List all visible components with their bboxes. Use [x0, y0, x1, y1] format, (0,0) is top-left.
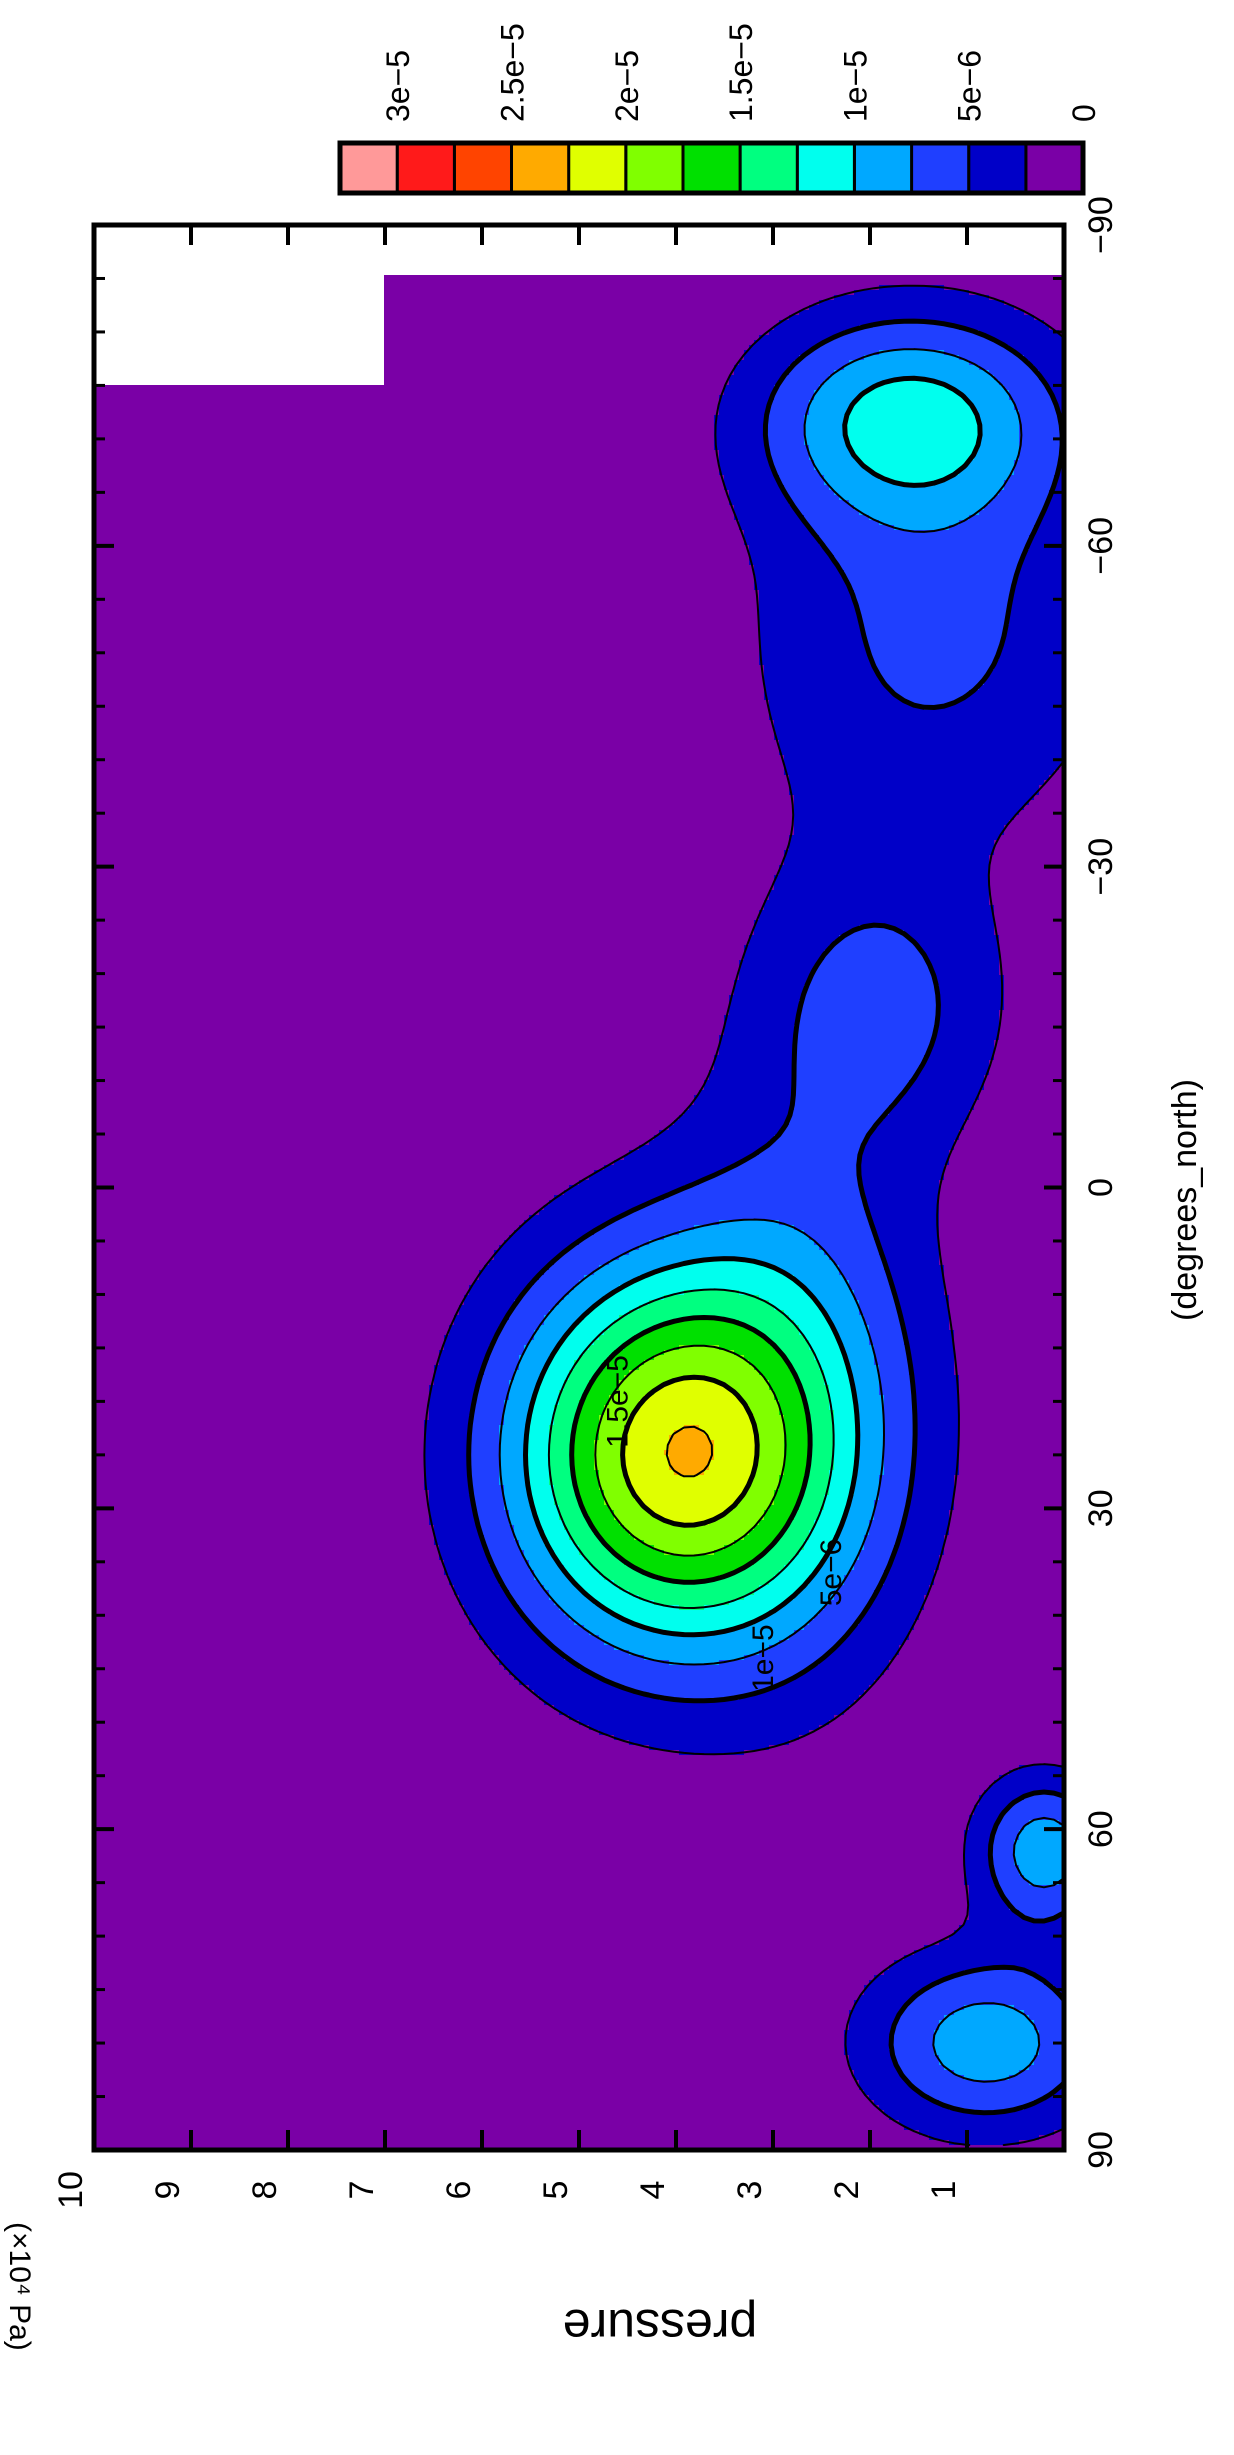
colorbar-tick-label: 0 — [1066, 104, 1102, 122]
y-tick-label: 10 — [52, 2171, 90, 2209]
colorbar: 0 5e−6 1e−5 1.5e−5 2e−5 2.5e−5 3e−5 — [340, 23, 1102, 193]
colorbar-swatch — [1026, 143, 1083, 193]
y-tick-label: 3 — [731, 2181, 769, 2200]
y-tick-label: 4 — [634, 2181, 672, 2200]
y-tick-label: 5 — [537, 2181, 575, 2200]
y-tick-label: 6 — [440, 2181, 478, 2200]
colorbar-swatch — [969, 143, 1026, 193]
x-tick-label: −90 — [1082, 196, 1120, 254]
y-axis-label: pressure — [563, 2299, 758, 2355]
colorbar-swatch — [740, 143, 797, 193]
colorbar-tick-label: 1.5e−5 — [723, 23, 759, 122]
y-unit-label: (×10⁴ Pa) — [3, 2222, 36, 2351]
x-tick-label: −60 — [1082, 517, 1120, 575]
contour-label: 1.5e−5 — [602, 1355, 635, 1448]
colorbar-tick-label: 3e−5 — [380, 50, 416, 122]
colorbar-swatch — [683, 143, 740, 193]
x-tick-label: 60 — [1082, 1810, 1120, 1848]
colorbar-swatch — [626, 143, 683, 193]
y-tick-label: 1 — [925, 2181, 963, 2200]
x-tick-label: 30 — [1082, 1489, 1120, 1527]
colorbar-swatch — [854, 143, 911, 193]
x-tick-label: −30 — [1082, 838, 1120, 896]
x-axis-label: (degrees_north) — [1166, 1079, 1204, 1321]
contour-label: 5e−6 — [815, 1539, 848, 1607]
x-tick-label: 0 — [1082, 1178, 1120, 1197]
colorbar-tick-label: 5e−6 — [952, 50, 988, 122]
contour-label: 1e−5 — [747, 1624, 780, 1692]
x-tick-label: 90 — [1082, 2131, 1120, 2169]
colorbar-swatch — [912, 143, 969, 193]
colorbar-tick-label: 2.5e−5 — [495, 23, 531, 122]
colorbar-tick-label: 1e−5 — [837, 50, 873, 122]
colorbar-tick-label: 2e−5 — [609, 50, 645, 122]
colorbar-swatch — [340, 143, 397, 193]
colorbar-swatch — [512, 143, 569, 193]
colorbar-swatch — [454, 143, 511, 193]
y-tick-label: 8 — [246, 2181, 284, 2200]
contour-fills — [94, 225, 1065, 2151]
colorbar-swatch — [397, 143, 454, 193]
colorbar-swatch — [797, 143, 854, 193]
y-tick-label: 2 — [828, 2181, 866, 2200]
y-tick-label: 9 — [149, 2181, 187, 2200]
colorbar-swatch — [569, 143, 626, 193]
y-tick-label: 7 — [343, 2181, 381, 2200]
